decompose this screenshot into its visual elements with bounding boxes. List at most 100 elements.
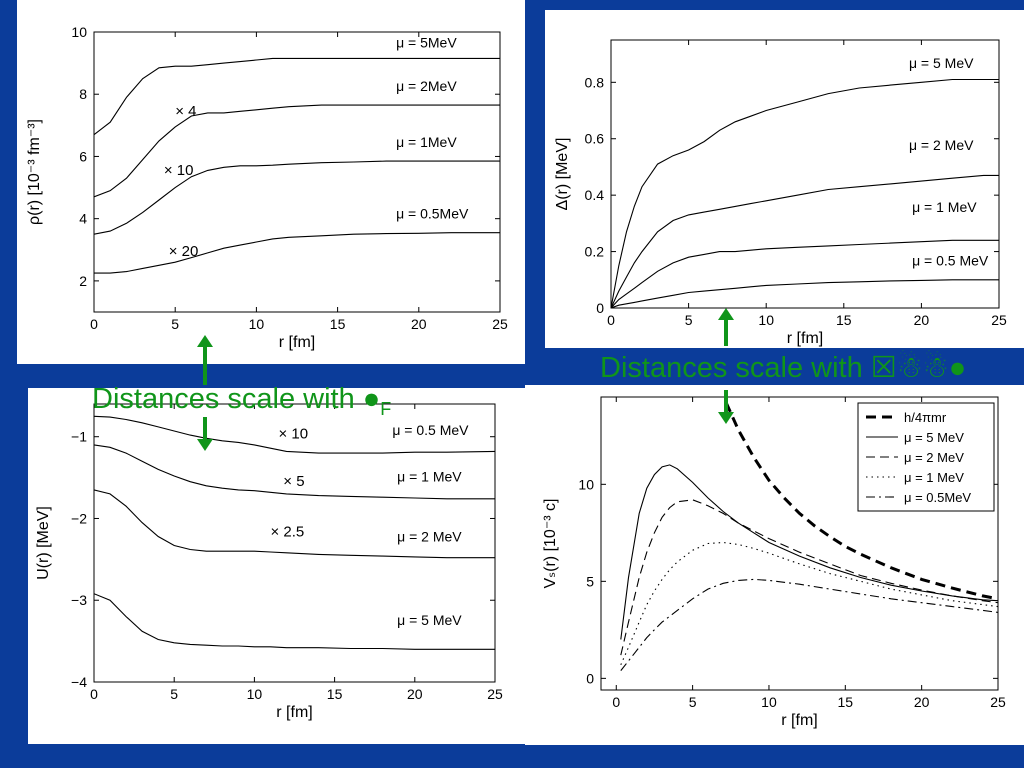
density-curve-label: μ = 5MeV bbox=[396, 35, 457, 51]
velocity-ylabel: Vₛ(r) [10⁻³ c] bbox=[542, 499, 559, 589]
velocity-ytick-label: 5 bbox=[586, 573, 594, 589]
gap-xtick-label: 0 bbox=[607, 312, 615, 328]
potential-curve-label: μ = 5 MeV bbox=[397, 612, 462, 628]
density-annotation: × 10 bbox=[164, 162, 194, 179]
velocity-xtick-label: 10 bbox=[761, 694, 777, 710]
density-series-0 bbox=[94, 57, 500, 136]
right-scale-caption: Distances scale with ☒☃☃● bbox=[600, 350, 1024, 385]
density-panel: 0 5 10 15 20 25 2 4 6 8 10 r [fm] ρ(r) [10⁻³ fm⁻³] μ … bbox=[17, 0, 525, 364]
gap-ytick-label: 0.2 bbox=[585, 244, 605, 260]
left-down-arrow-icon bbox=[197, 417, 213, 451]
gap-series-2 bbox=[611, 239, 999, 308]
gap-panel: 0 5 10 15 20 25 0 0.2 0.4 0.6 0.8 r [fm] Δ(r) [MeV] μ… bbox=[545, 10, 1024, 348]
left-up-arrow-icon bbox=[197, 335, 213, 385]
gap-ytick-label: 0 bbox=[596, 300, 604, 316]
potential-panel: 0 5 10 15 20 25 −1 −2 −3 −4 r [fm] U(r) [MeV] μ = 0.… bbox=[28, 388, 525, 744]
right-down-arrow-icon bbox=[718, 390, 734, 424]
gap-series-0 bbox=[611, 78, 999, 308]
velocity-xtick-label: 0 bbox=[612, 694, 620, 710]
potential-annotation: × 2.5 bbox=[270, 523, 304, 540]
density-ylabel: ρ(r) [10⁻³ fm⁻³] bbox=[26, 119, 43, 225]
velocity-panel: 0 5 10 15 20 25 0 5 10 r [fm] Vₛ(r) [10⁻³ c] h/4πmr… bbox=[525, 385, 1024, 745]
potential-axes-box bbox=[93, 403, 496, 683]
gap-curve-label: μ = 0.5 MeV bbox=[912, 253, 989, 269]
velocity-legend-label: μ = 0.5MeV bbox=[904, 490, 971, 505]
potential-ytick-label: −3 bbox=[71, 592, 87, 608]
density-series-2 bbox=[94, 160, 500, 235]
velocity-series-3 bbox=[620, 541, 998, 666]
density-ytick-label: 8 bbox=[79, 86, 87, 102]
potential-ylabel: U(r) [MeV] bbox=[35, 506, 52, 580]
potential-xtick-label: 25 bbox=[487, 686, 503, 702]
density-curve-label: μ = 1MeV bbox=[396, 134, 457, 150]
density-annotation: × 4 bbox=[175, 103, 196, 120]
potential-series-2 bbox=[94, 489, 495, 559]
velocity-legend: h/4πmr μ = 5 MeV μ = 2 MeV μ = 1 MeV μ = 0.5… bbox=[857, 402, 995, 512]
density-xlabel: r [fm] bbox=[279, 334, 315, 351]
velocity-xtick-label: 25 bbox=[990, 694, 1006, 710]
density-ytick-label: 6 bbox=[79, 148, 87, 164]
density-series-1 bbox=[94, 104, 500, 198]
velocity-series-1 bbox=[620, 464, 998, 640]
density-curve-label: μ = 2MeV bbox=[396, 78, 457, 94]
left-scale-caption-text: Distances scale with ● bbox=[92, 383, 381, 415]
potential-xtick-label: 20 bbox=[407, 686, 423, 702]
gap-ytick-label: 0.6 bbox=[585, 131, 605, 147]
gap-axes-box bbox=[610, 39, 1000, 309]
velocity-legend-label: h/4πmr bbox=[904, 410, 947, 425]
velocity-legend-label: μ = 2 MeV bbox=[904, 450, 964, 465]
density-ytick-label: 4 bbox=[79, 211, 87, 227]
density-xtick-label: 15 bbox=[330, 316, 346, 332]
velocity-xtick-label: 5 bbox=[689, 694, 697, 710]
velocity-xtick-label: 20 bbox=[914, 694, 930, 710]
density-ytick-label: 2 bbox=[79, 273, 87, 289]
density-annotation: × 20 bbox=[169, 243, 199, 260]
potential-curve-label: μ = 0.5 MeV bbox=[392, 422, 469, 438]
density-chart: 0 5 10 15 20 25 2 4 6 8 10 r [fm] ρ(r) [10⁻³ fm⁻³] μ … bbox=[26, 24, 508, 351]
gap-curve-label: μ = 1 MeV bbox=[912, 199, 977, 215]
gap-curve-label: μ = 2 MeV bbox=[909, 137, 974, 153]
left-scale-caption: Distances scale with ●F bbox=[92, 383, 391, 420]
gap-xtick-label: 10 bbox=[758, 312, 774, 328]
density-ytick-label: 10 bbox=[71, 24, 87, 40]
potential-series-1 bbox=[94, 444, 495, 500]
gap-ylabel: Δ(r) [MeV] bbox=[554, 138, 571, 211]
density-xtick-label: 25 bbox=[492, 316, 508, 332]
velocity-legend-label: μ = 5 MeV bbox=[904, 430, 964, 445]
potential-xtick-label: 0 bbox=[90, 686, 98, 702]
velocity-series-2 bbox=[620, 499, 998, 656]
potential-series-3 bbox=[94, 593, 495, 650]
velocity-series-4 bbox=[620, 578, 998, 671]
density-curve-label: μ = 0.5MeV bbox=[396, 206, 469, 222]
density-xtick-label: 0 bbox=[90, 316, 98, 332]
gap-xtick-label: 20 bbox=[914, 312, 930, 328]
gap-ytick-label: 0.8 bbox=[585, 74, 605, 90]
gap-xlabel: r [fm] bbox=[787, 330, 823, 347]
density-axes-box bbox=[93, 31, 501, 313]
potential-curve-label: μ = 2 MeV bbox=[397, 528, 462, 544]
potential-annotation: × 5 bbox=[283, 473, 304, 490]
velocity-xlabel: r [fm] bbox=[781, 712, 817, 729]
gap-ytick-label: 0.4 bbox=[585, 187, 605, 203]
gap-curve-label: μ = 5 MeV bbox=[909, 55, 974, 71]
density-xtick-label: 10 bbox=[249, 316, 265, 332]
velocity-ytick-label: 10 bbox=[578, 476, 594, 492]
velocity-xtick-label: 15 bbox=[838, 694, 854, 710]
potential-series-0 bbox=[94, 415, 495, 454]
potential-ytick-label: −2 bbox=[71, 510, 87, 526]
density-xtick-label: 5 bbox=[171, 316, 179, 332]
velocity-series-0 bbox=[724, 402, 998, 601]
right-scale-caption-text: Distances scale with ☒☃☃● bbox=[600, 352, 967, 384]
potential-chart: 0 5 10 15 20 25 −1 −2 −3 −4 r [fm] U(r) [MeV] μ = 0.… bbox=[35, 403, 503, 721]
potential-ytick-label: −1 bbox=[71, 429, 87, 445]
gap-xtick-label: 25 bbox=[991, 312, 1007, 328]
gap-chart: 0 5 10 15 20 25 0 0.2 0.4 0.6 0.8 r [fm] Δ(r) [MeV] μ… bbox=[554, 39, 1007, 347]
potential-ytick-label: −4 bbox=[71, 674, 87, 690]
gap-xtick-label: 15 bbox=[836, 312, 852, 328]
gap-series-1 bbox=[611, 174, 999, 308]
potential-curve-label: μ = 1 MeV bbox=[397, 469, 462, 485]
potential-annotation: × 10 bbox=[278, 425, 308, 442]
density-xtick-label: 20 bbox=[411, 316, 427, 332]
velocity-axes-box bbox=[600, 396, 999, 691]
